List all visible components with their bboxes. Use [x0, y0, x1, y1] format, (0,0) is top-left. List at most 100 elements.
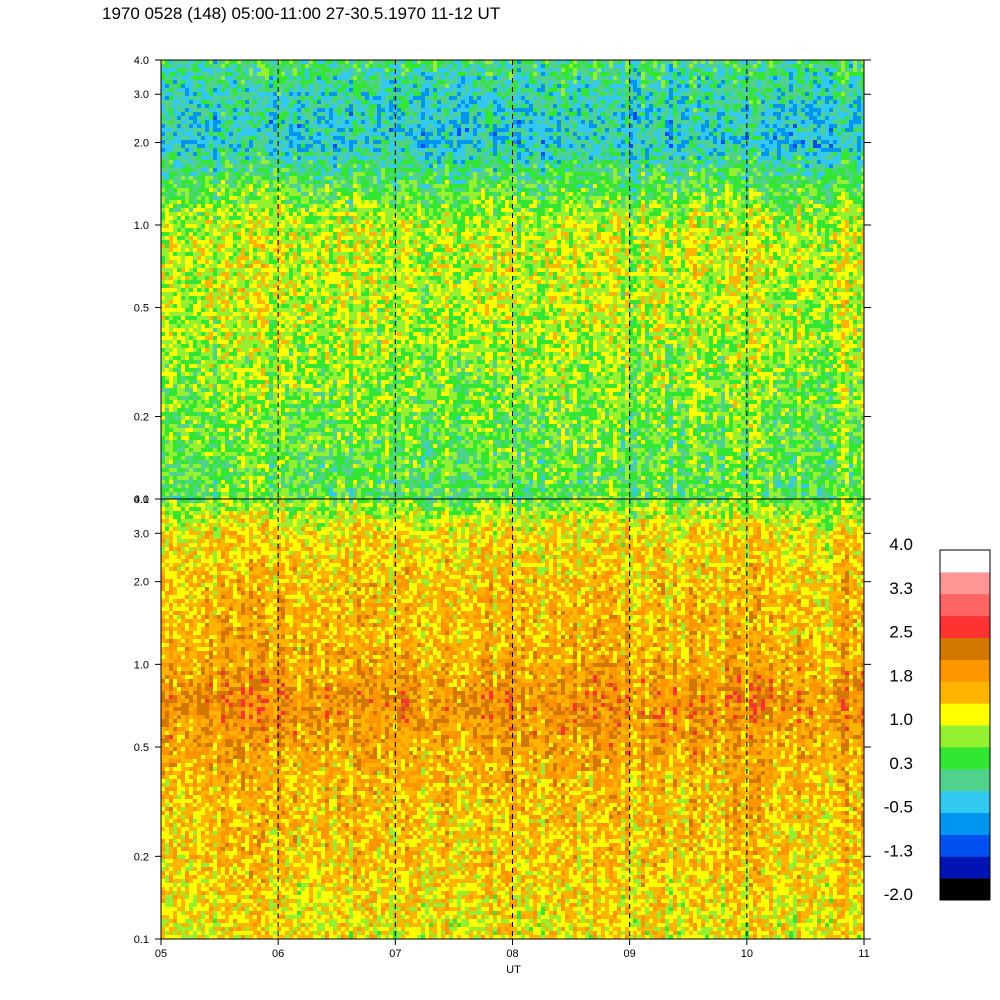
heatmap-cell	[857, 96, 861, 100]
heatmap-cell	[525, 112, 529, 116]
heatmap-cell	[173, 60, 177, 64]
heatmap-cell	[465, 124, 469, 128]
heatmap-cell	[665, 128, 669, 132]
heatmap-cell	[421, 120, 425, 124]
heatmap-cell	[381, 108, 385, 112]
heatmap-cell	[693, 64, 697, 68]
heatmap-cell	[353, 88, 357, 92]
heatmap-cell	[725, 104, 729, 108]
heatmap-cell	[577, 108, 581, 112]
heatmap-cell	[265, 112, 269, 116]
heatmap-cell	[837, 72, 841, 76]
heatmap-cell	[545, 124, 549, 128]
heatmap-cell	[617, 64, 621, 68]
heatmap-cell	[657, 64, 661, 68]
heatmap-cell	[273, 76, 277, 80]
heatmap-cell	[829, 68, 833, 72]
heatmap-cell	[597, 120, 601, 124]
heatmap-cell	[381, 76, 385, 80]
heatmap-cell	[441, 76, 445, 80]
heatmap-cell	[517, 88, 521, 92]
heatmap-cell	[373, 128, 377, 132]
heatmap-cell	[677, 76, 681, 80]
heatmap-cell	[829, 76, 833, 80]
heatmap-cell	[505, 80, 509, 84]
heatmap-cell	[209, 128, 213, 132]
heatmap-cell	[165, 120, 169, 124]
heatmap-cell	[705, 88, 709, 92]
heatmap-cell	[361, 68, 365, 72]
heatmap-cell	[601, 100, 605, 104]
heatmap-cell	[189, 64, 193, 68]
heatmap-cell	[241, 92, 245, 96]
heatmap-cell	[653, 128, 657, 132]
heatmap-cell	[549, 72, 553, 76]
heatmap-cell	[609, 76, 613, 80]
heatmap-cell	[445, 128, 449, 132]
heatmap-cell	[701, 96, 705, 100]
heatmap-cell	[217, 120, 221, 124]
heatmap-cell	[701, 72, 705, 76]
heatmap-cell	[353, 64, 357, 68]
heatmap-cell	[381, 100, 385, 104]
heatmap-cell	[449, 72, 453, 76]
heatmap-cell	[337, 60, 341, 64]
heatmap-cell	[277, 88, 281, 92]
heatmap-cell	[845, 100, 849, 104]
heatmap-cell	[405, 128, 409, 132]
heatmap-cell	[761, 60, 765, 64]
heatmap-cell	[497, 128, 501, 132]
heatmap-cell	[269, 104, 273, 108]
heatmap-cell	[513, 60, 517, 64]
heatmap-cell	[681, 116, 685, 120]
heatmap-cell	[777, 124, 781, 128]
heatmap-cell	[713, 84, 717, 88]
heatmap-cell	[245, 80, 249, 84]
heatmap-cell	[445, 96, 449, 100]
heatmap-cell	[641, 64, 645, 68]
heatmap-cell	[581, 96, 585, 100]
heatmap-cell	[617, 120, 621, 124]
heatmap-cell	[817, 120, 821, 124]
heatmap-cell	[585, 120, 589, 124]
heatmap-cell	[177, 112, 181, 116]
heatmap-cell	[641, 92, 645, 96]
heatmap-cell	[685, 72, 689, 76]
heatmap-cell	[453, 96, 457, 100]
heatmap-cell	[261, 80, 265, 84]
heatmap-cell	[345, 64, 349, 68]
heatmap-cell	[293, 80, 297, 84]
heatmap-cell	[289, 92, 293, 96]
heatmap-cell	[797, 64, 801, 68]
heatmap-cell	[757, 104, 761, 108]
heatmap-cell	[313, 64, 317, 68]
heatmap-cell	[389, 68, 393, 72]
heatmap-cell	[281, 72, 285, 76]
heatmap-cell	[817, 84, 821, 88]
heatmap-cell	[681, 104, 685, 108]
heatmap-cell	[541, 76, 545, 80]
heatmap-cell	[217, 64, 221, 68]
heatmap-cell	[633, 124, 637, 128]
heatmap-cell	[445, 64, 449, 68]
heatmap-cell	[677, 88, 681, 92]
heatmap-cell	[641, 96, 645, 100]
heatmap-cell	[537, 120, 541, 124]
heatmap-cell	[277, 92, 281, 96]
heatmap-cell	[277, 76, 281, 80]
heatmap-cell	[565, 112, 569, 116]
heatmap-cell	[613, 72, 617, 76]
heatmap-cell	[481, 124, 485, 128]
heatmap-cell	[717, 64, 721, 68]
heatmap-cell	[673, 88, 677, 92]
heatmap-cell	[549, 88, 553, 92]
heatmap-cell	[473, 116, 477, 120]
heatmap-cell	[641, 68, 645, 72]
heatmap-cell	[481, 88, 485, 92]
heatmap-cell	[405, 112, 409, 116]
heatmap-cell	[433, 88, 437, 92]
heatmap-cell	[813, 72, 817, 76]
heatmap-cell	[717, 68, 721, 72]
heatmap-cell	[169, 64, 173, 68]
heatmap-cell	[465, 128, 469, 132]
